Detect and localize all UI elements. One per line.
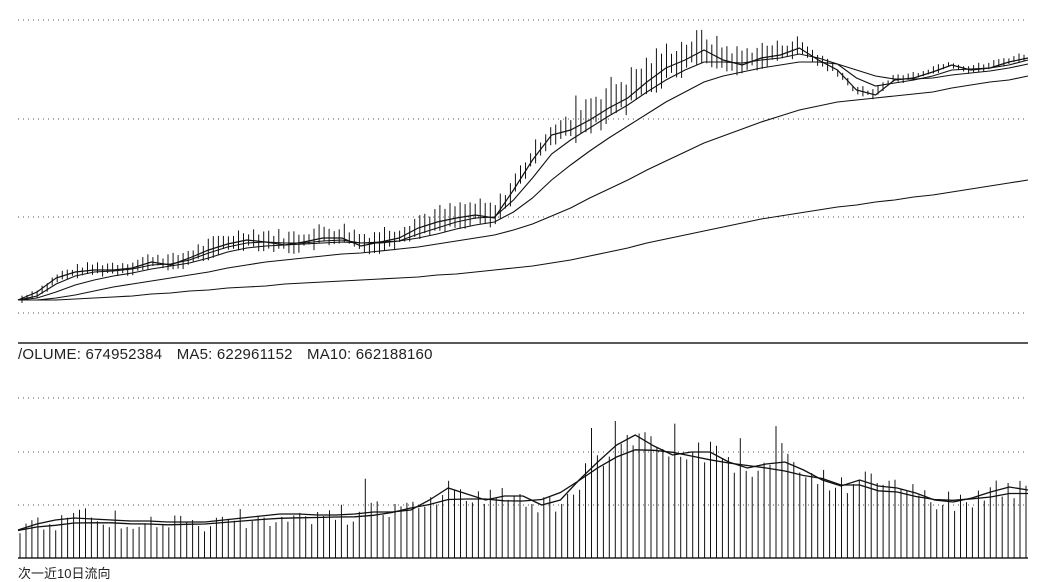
volume-ma-lines (17, 434, 1029, 532)
volume-gridlines (18, 397, 1028, 506)
bottom-caption: 次一近10日流向 (18, 566, 111, 581)
price-ma-line (17, 47, 1029, 301)
volume-ma-line (17, 434, 1029, 531)
price-gridlines (18, 19, 1028, 314)
volume-label: /OLUME: 674952384 MA5: 622961152 MA10: 6… (18, 346, 443, 363)
ma5-value: MA5: 622961152 (176, 346, 293, 363)
price-ma-lines (17, 47, 1029, 301)
price-ma-line (17, 53, 1029, 301)
volume-ma-line (17, 449, 1028, 532)
price-bars (21, 29, 1025, 303)
ma10-value: MA10: 662188160 (307, 346, 433, 363)
price-ma-line (17, 61, 1029, 301)
price-ma-line (18, 179, 1029, 301)
price-ma-line (18, 75, 1029, 301)
volume-value: /OLUME: 674952384 (18, 346, 163, 363)
